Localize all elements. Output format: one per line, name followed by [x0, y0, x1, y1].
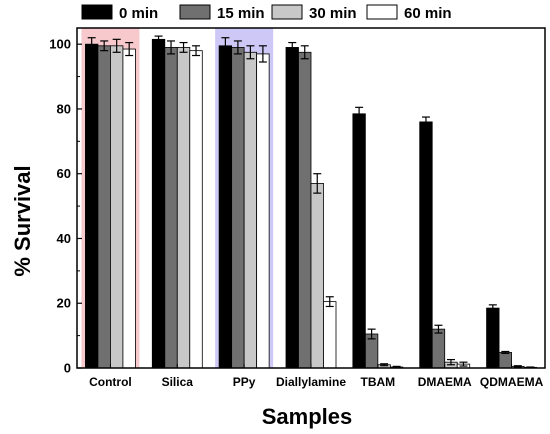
error-bar-qdmaema-2	[513, 365, 522, 368]
error-bar-ppy-2	[246, 45, 255, 60]
legend-item: 15 min	[179, 4, 265, 22]
error-bar-silica-0	[154, 35, 163, 44]
bar-diallylamine-3	[323, 301, 337, 369]
y-axis-label: % Survival	[10, 165, 35, 276]
legend-item: 0 min	[81, 4, 158, 22]
legend-item: 30 min	[271, 4, 357, 22]
bar-ppy-2	[243, 51, 258, 369]
bars	[85, 38, 537, 369]
y-tick-label: 100	[49, 37, 71, 52]
error-bar-qdmaema-1	[501, 350, 510, 355]
error-bar-dmaema-1	[434, 324, 443, 334]
error-bar-control-3	[125, 41, 134, 57]
x-tick-label: Silica	[162, 375, 194, 389]
x-tick-label: Control	[89, 375, 132, 389]
bar-silica-0	[151, 38, 166, 369]
bar-qdmaema-1	[498, 352, 512, 369]
x-axis-label: Samples	[262, 404, 353, 429]
error-bar-dmaema-0	[421, 116, 430, 128]
x-tick-label: Diallylamine	[276, 375, 346, 389]
legend-swatch	[271, 4, 303, 20]
x-tick-label: TBAM	[361, 375, 396, 389]
bar-ppy-1	[231, 47, 245, 369]
bar-qdmaema-0	[486, 307, 500, 369]
error-bar-control-1	[100, 40, 109, 52]
error-bar-control-2	[112, 38, 121, 53]
error-bar-diallylamine-0	[288, 41, 297, 53]
error-bar-diallylamine-3	[325, 296, 334, 308]
legend-label: 60 min	[404, 5, 452, 22]
bar-control-3	[122, 48, 136, 369]
error-bar-ppy-3	[258, 45, 267, 63]
bar-control-0	[85, 43, 99, 369]
error-bar-ppy-0	[221, 37, 230, 55]
y-tick-label: 60	[57, 166, 71, 181]
error-bar-qdmaema-0	[488, 304, 497, 312]
y-axis: 0 20 40 60 80 100	[49, 37, 82, 376]
x-tick-label: QDMAEMA	[480, 375, 544, 389]
bar-dmaema-0	[419, 121, 433, 369]
legend-swatch	[179, 4, 211, 20]
bar-silica-2	[176, 47, 191, 369]
legend-label: 30 min	[309, 5, 357, 22]
error-bar-tbam-0	[355, 106, 364, 121]
x-axis: Control Silica PPy Diallylamine TBAM DMAEMA QD…	[89, 364, 544, 389]
error-bar-dmaema-2	[446, 358, 455, 366]
error-bar-diallylamine-2	[313, 173, 322, 194]
x-tick-label: DMAEMA	[418, 375, 472, 389]
bar-diallylamine-1	[298, 51, 312, 369]
legend-swatch	[81, 4, 113, 20]
error-bar-ppy-1	[233, 40, 242, 55]
bar-control-2	[110, 45, 124, 369]
bar-diallylamine-2	[310, 183, 324, 369]
bar-ppy-3	[256, 53, 270, 369]
error-bar-tbam-1	[367, 328, 376, 340]
bar-dmaema-1	[431, 328, 446, 369]
error-bar-control-0	[87, 37, 96, 52]
y-tick-label: 40	[57, 231, 71, 246]
legend: 0 min 15 min 30 min 60 min	[81, 4, 452, 22]
bar-diallylamine-0	[285, 47, 299, 369]
error-bar-dmaema-3	[459, 361, 468, 367]
error-bar-silica-1	[167, 40, 176, 55]
legend-swatch	[366, 4, 398, 20]
legend-label: 0 min	[119, 5, 158, 22]
bar-silica-1	[164, 47, 178, 369]
x-tick-label: PPy	[233, 375, 256, 389]
error-bar-tbam-2	[380, 363, 389, 367]
bar-tbam-0	[352, 113, 366, 369]
error-bars	[87, 35, 535, 369]
error-bar-diallylamine-1	[300, 45, 309, 60]
bar-control-1	[97, 45, 111, 369]
y-tick-label: 0	[64, 361, 71, 376]
y-tick-label: 20	[57, 296, 71, 311]
error-bar-silica-2	[179, 41, 188, 53]
error-bar-silica-3	[192, 45, 201, 57]
legend-item: 60 min	[366, 4, 452, 22]
bar-silica-3	[189, 50, 203, 369]
y-tick-label: 80	[57, 101, 71, 116]
bar-ppy-0	[218, 45, 233, 369]
legend-label: 15 min	[217, 5, 265, 22]
